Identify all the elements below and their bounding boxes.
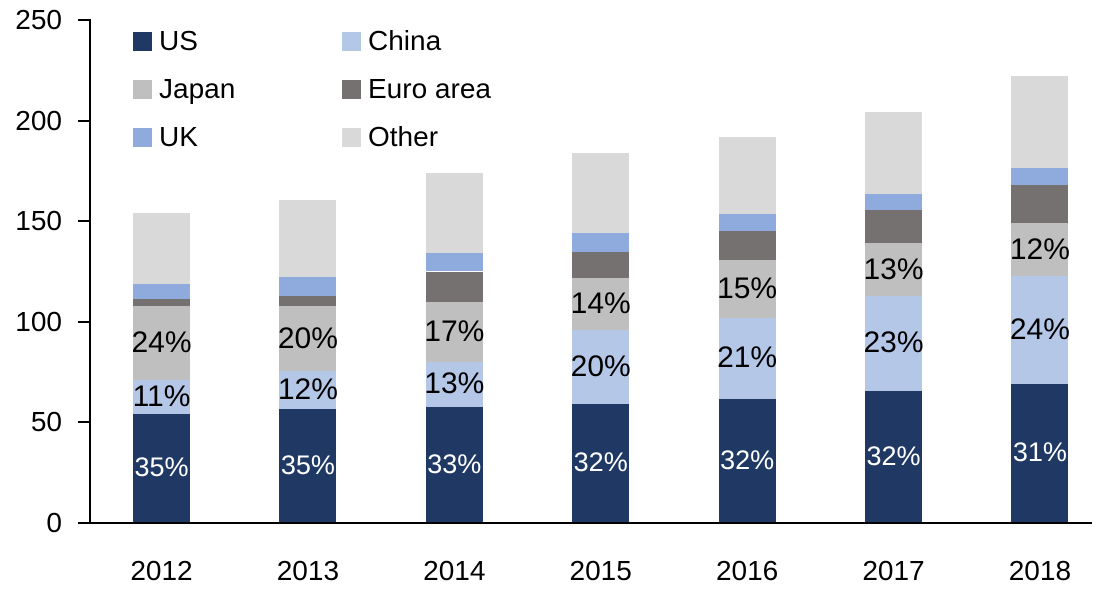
bar-segment-other [1011,75,1069,168]
bar-segment-us [865,390,922,522]
y-axis-tick [78,522,90,524]
bar-segment-japan [133,305,190,380]
legend-swatch-uk [133,128,152,147]
y-axis-tick-label: 200 [15,105,62,136]
bar-segment-china [718,317,776,399]
bar-segment-euro-area [279,295,337,307]
bar-segment-uk [865,193,922,210]
bar-segment-other [279,200,337,277]
x-axis-label: 2014 [423,555,486,586]
bar-segment-japan [865,242,922,297]
bar-segment-china [572,330,630,404]
bar-segment-euro-area [1011,184,1069,223]
bar-segment-euro-area [718,231,776,261]
bar-segment-uk [133,283,190,299]
y-axis-tick-label: 50 [30,406,62,437]
y-axis-tick-label: 250 [15,4,62,35]
bar-segment-other [425,173,483,254]
legend-label-euro-area: Euro area [368,73,491,104]
bar-segment-uk [1011,167,1069,185]
x-axis-label: 2017 [862,555,925,586]
y-axis-tick-label: 150 [15,205,62,236]
y-axis-line [89,19,91,524]
x-axis-label: 2018 [1008,555,1072,586]
legend-label-uk: UK [159,121,198,152]
x-axis-label: 2013 [276,555,340,586]
x-axis-label: 2016 [715,555,779,586]
bar-segment-other [133,213,190,284]
y-axis-tick-label: 0 [46,507,62,538]
legend-label-other: Other [368,121,439,152]
legend-label-us: US [159,25,198,56]
legend-swatch-euro-area [342,80,361,99]
x-axis-label: 2015 [569,555,632,586]
bar-segment-japan [718,260,776,318]
bar-segment-other [718,137,776,215]
bar-segment-us [1011,383,1069,522]
bar-segment-japan [425,302,483,362]
bar-segment-other [865,111,922,194]
y-axis-tick-label: 100 [15,306,62,337]
bar-segment-japan [572,278,630,331]
bar-segment-japan [279,306,337,371]
y-axis-tick [78,321,90,323]
bar-segment-us [133,413,190,522]
bar-segment-us [718,398,776,522]
bar-segment-china [1011,276,1069,384]
y-axis-tick [78,220,90,222]
bar-segment-euro-area [133,298,190,306]
y-axis-tick [78,19,90,21]
bar-segment-uk [279,276,337,296]
bar-segment-uk [425,253,483,272]
legend-label-china: China [368,25,442,56]
y-axis-tick [78,120,90,122]
legend-swatch-us [133,32,152,51]
bar-segment-china [425,361,483,407]
x-axis-label: 2012 [130,555,193,586]
x-axis-line [88,522,1092,524]
legend-swatch-china [342,32,361,51]
legend-label-japan: Japan [159,73,236,104]
bar-segment-us [572,403,630,522]
bar-segment-us [425,406,483,522]
y-axis-tick [78,421,90,423]
legend-swatch-japan [133,80,152,99]
bar-segment-uk [718,214,776,232]
bar-segment-china [133,379,190,414]
legend-swatch-other [342,128,361,147]
bar-segment-other [572,153,630,234]
bar-segment-uk [572,233,630,253]
bar-segment-euro-area [425,271,483,303]
bar-segment-us [279,409,337,522]
bar-segment-china [279,370,337,410]
bar-segment-euro-area [572,252,630,279]
bar-segment-euro-area [865,209,922,243]
bar-segment-china [865,296,922,391]
bar-segment-japan [1011,222,1069,277]
